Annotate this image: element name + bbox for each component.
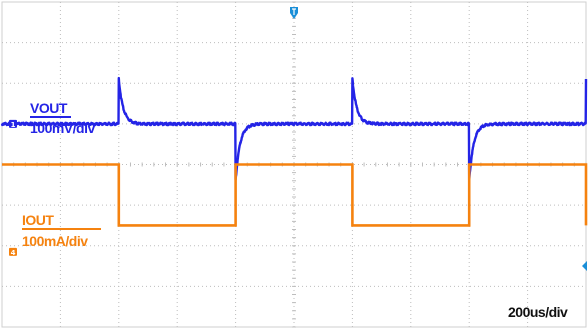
ch4-marker-badge: [9, 247, 17, 256]
trigger-level-icon: [582, 261, 587, 271]
vout-scale-label: 100mV/div: [30, 120, 95, 136]
channel-markers: 14: [9, 7, 587, 271]
iout-series-label: IOUT: [22, 212, 54, 228]
ch1-marker-badge: [9, 119, 17, 128]
timebase-label: 200us/div: [508, 304, 568, 320]
vout-label-underline: [30, 116, 71, 118]
trigger-position-marker: [290, 7, 298, 19]
waveform-traces: [0, 76, 588, 227]
ch1-marker: 1: [9, 119, 17, 129]
iout-trace: [2, 163, 588, 227]
ch4-marker-number: 4: [11, 249, 16, 257]
iout-label-underline: [22, 228, 101, 230]
ch4-marker: 4: [9, 247, 17, 257]
vout-trace: [0, 76, 588, 182]
ch1-marker-number: 1: [11, 121, 16, 129]
iout-scale-label: 100mA/div: [22, 233, 88, 249]
vout-series-label: VOUT: [30, 100, 67, 116]
trigger-t-glyph: [292, 8, 296, 15]
